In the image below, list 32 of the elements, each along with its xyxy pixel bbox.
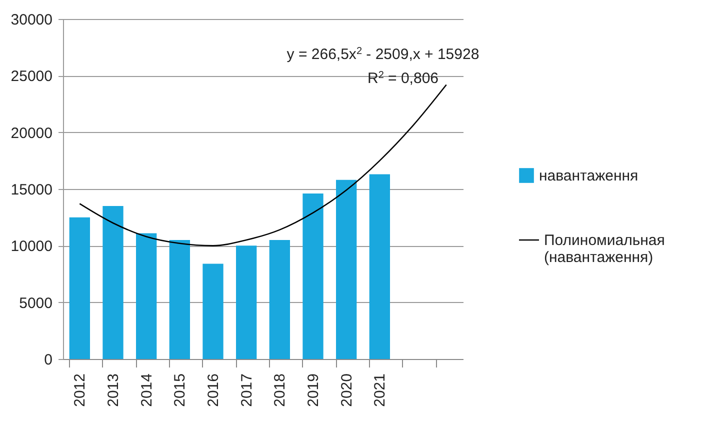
- y-tick-label: 5000: [19, 294, 52, 312]
- bar: [202, 264, 224, 359]
- bar: [336, 180, 357, 359]
- bar: [102, 206, 124, 359]
- y-tick-label: 0: [44, 352, 52, 368]
- y-tick-label: 25000: [10, 68, 52, 86]
- y-tick-label: 30000: [10, 12, 52, 28]
- y-tick-label: 10000: [10, 238, 52, 256]
- annotation: R$^{2}$ = 0,806: [367, 70, 439, 87]
- y-tick-label: 20000: [10, 124, 52, 142]
- bar: [369, 174, 390, 359]
- x-tick-label: 2014: [138, 374, 156, 407]
- bar: [269, 240, 290, 359]
- x-tick-label: 2013: [105, 374, 122, 407]
- x-tick-label: 2020: [338, 374, 356, 407]
- x-tick-label: 2019: [305, 374, 322, 407]
- x-tick-label: 2012: [72, 374, 89, 407]
- annotation: y = 266,5x$^{2}$ - 2509,x + 15928: [286, 46, 480, 63]
- legend-label: навантаження: [539, 168, 638, 184]
- bar: [236, 246, 257, 359]
- x-tick-label: 2017: [238, 374, 256, 407]
- legend-label: Полиномиальная (навантаження): [544, 232, 665, 266]
- line-series: [79, 84, 447, 246]
- bar: [69, 217, 90, 359]
- bar: [136, 233, 157, 359]
- bar: [169, 240, 190, 359]
- y-tick-label: 15000: [10, 182, 52, 198]
- x-tick-label: 2021: [372, 374, 389, 407]
- x-tick-label: 2016: [205, 374, 222, 407]
- x-tick-label: 2015: [172, 374, 189, 407]
- x-tick-label: 2018: [272, 374, 289, 407]
- bar: [302, 194, 324, 359]
